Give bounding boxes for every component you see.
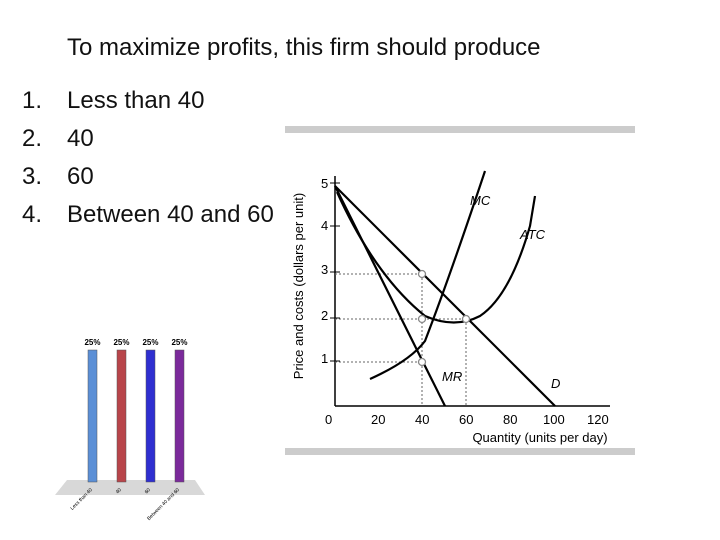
- option-number: 4.: [22, 201, 43, 228]
- x-tick: 20: [371, 412, 385, 427]
- intersection-points: [417, 269, 471, 367]
- x-tick: 60: [459, 412, 473, 427]
- y-tick: 2: [321, 308, 328, 323]
- option-label: 40: [67, 125, 94, 152]
- x-tick: 80: [503, 412, 517, 427]
- y-tick: 4: [321, 218, 328, 233]
- option-label: 60: [67, 163, 94, 190]
- d-label: D: [551, 376, 560, 391]
- poll-value-label: 25%: [84, 338, 100, 347]
- atc-label: ATC: [519, 227, 546, 242]
- answer-option[interactable]: 2. 40: [22, 120, 312, 158]
- poll-bar: [87, 349, 98, 483]
- marginal-cost-curve: [369, 170, 487, 381]
- x-tick: 40: [415, 412, 429, 427]
- demand-curve: [334, 185, 556, 407]
- option-number: 3.: [22, 163, 43, 190]
- mc-label: MC: [470, 193, 491, 208]
- poll-value-label: 25%: [142, 338, 158, 347]
- poll-chart: 25% 25% 25% 25% Less than 40 40 60 Between 40 …: [55, 330, 205, 530]
- x-tick: 120: [587, 412, 609, 427]
- answer-option[interactable]: 4. Between 40 and 60: [22, 196, 312, 234]
- option-label: Between 40 and 60: [67, 201, 274, 228]
- poll-category-label: 60: [144, 487, 152, 495]
- figure-bottom-border: [285, 448, 635, 455]
- poll-category-label: 40: [115, 487, 123, 495]
- y-tick: 1: [321, 351, 328, 366]
- cost-curve-figure: Price and costs (dollars per unit) 5 4 3…: [285, 126, 640, 455]
- x-tick: 0: [325, 412, 332, 427]
- poll-bar: [116, 349, 127, 483]
- average-total-cost-curve: [335, 191, 537, 324]
- option-number: 1.: [22, 87, 43, 114]
- y-axis-label: Price and costs (dollars per unit): [291, 193, 306, 379]
- poll-bar: [145, 349, 156, 483]
- marginal-revenue-curve: [334, 185, 446, 407]
- x-axis-label: Quantity (units per day): [472, 430, 607, 445]
- y-tick: 5: [321, 176, 328, 191]
- poll-value-label: 25%: [171, 338, 187, 347]
- figure-top-border: [285, 126, 635, 133]
- answer-options: 1. Less than 40 2. 40 3. 60 4. Between 4…: [22, 82, 312, 234]
- cost-curve-svg: Price and costs (dollars per unit) 5 4 3…: [285, 126, 635, 455]
- question-text: To maximize profits, this firm should pr…: [67, 34, 541, 61]
- chart-floor: [55, 480, 205, 495]
- y-tick: 3: [321, 262, 328, 277]
- poll-value-label: 25%: [113, 338, 129, 347]
- mr-label: MR: [442, 369, 462, 384]
- option-number: 2.: [22, 125, 43, 152]
- poll-bar: [174, 349, 185, 483]
- answer-option[interactable]: 1. Less than 40: [22, 82, 312, 120]
- x-tick: 100: [543, 412, 565, 427]
- option-label: Less than 40: [67, 87, 205, 114]
- answer-option[interactable]: 3. 60: [22, 158, 312, 196]
